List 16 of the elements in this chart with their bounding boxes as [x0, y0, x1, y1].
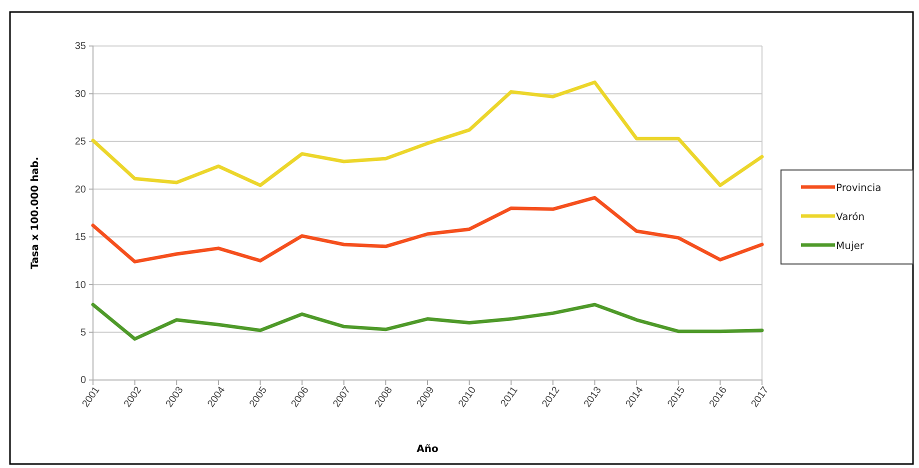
y-tick-label: 30 [74, 88, 86, 100]
y-tick-label: 15 [74, 232, 86, 244]
line-series [91, 196, 764, 264]
y-tick-label: 10 [74, 280, 86, 291]
y-tick-label: 25 [74, 136, 86, 148]
y-tick-label: 20 [74, 184, 86, 196]
y-tick-label: 35 [74, 41, 86, 52]
line-series [91, 80, 764, 188]
legend-label: Mujer [836, 241, 865, 252]
legend-label: Varón [836, 212, 865, 223]
y-tick-label: 0 [80, 375, 86, 386]
y-tick-label: 5 [80, 327, 86, 338]
legend-label: Provincia [836, 183, 882, 194]
y-axis-title: Tasa x 100.000 hab. [30, 156, 41, 270]
x-axis-title: Año [416, 444, 438, 455]
line-series [91, 302, 764, 341]
